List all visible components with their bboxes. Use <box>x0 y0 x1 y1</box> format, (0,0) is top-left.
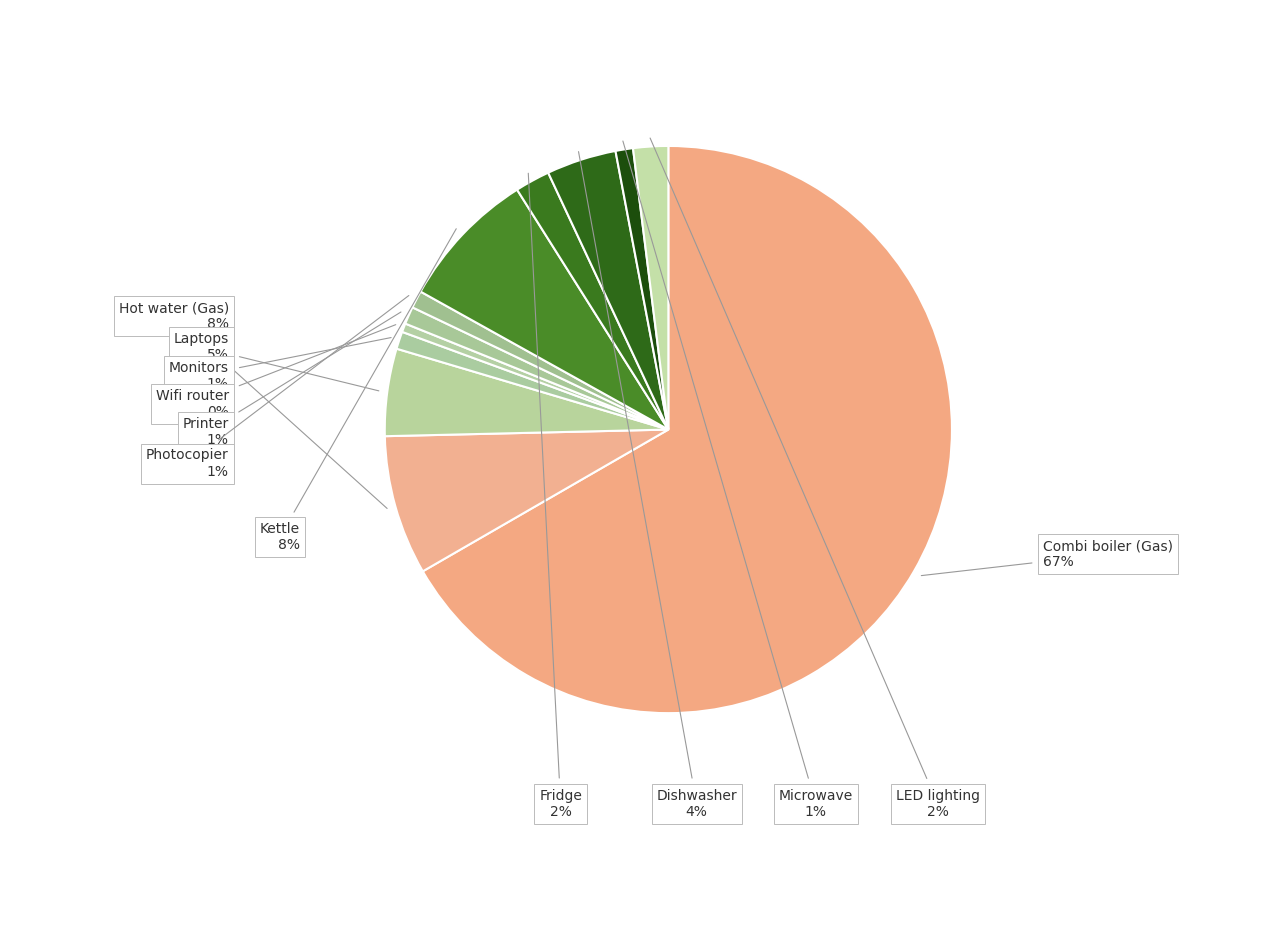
Wedge shape <box>517 173 668 430</box>
Wedge shape <box>548 151 668 430</box>
Wedge shape <box>421 190 668 430</box>
Wedge shape <box>406 307 668 430</box>
Wedge shape <box>385 349 668 436</box>
Wedge shape <box>397 332 668 430</box>
Wedge shape <box>616 148 668 430</box>
Wedge shape <box>634 146 668 430</box>
Text: Wifi router
0%: Wifi router 0% <box>156 325 396 419</box>
Wedge shape <box>385 430 668 571</box>
Text: Printer
1%: Printer 1% <box>183 312 401 447</box>
Text: Fridge
2%: Fridge 2% <box>529 173 582 819</box>
Wedge shape <box>412 292 668 430</box>
Text: Photocopier
1%: Photocopier 1% <box>146 296 408 479</box>
Text: LED lighting
2%: LED lighting 2% <box>650 138 979 819</box>
Text: Hot water (Gas)
8%: Hot water (Gas) 8% <box>119 301 387 509</box>
Text: Kettle
8%: Kettle 8% <box>260 229 456 552</box>
Wedge shape <box>402 324 668 430</box>
Text: Combi boiler (Gas)
67%: Combi boiler (Gas) 67% <box>922 539 1172 576</box>
Text: Microwave
1%: Microwave 1% <box>623 141 852 819</box>
Text: Monitors
1%: Monitors 1% <box>169 338 392 391</box>
Text: Laptops
5%: Laptops 5% <box>174 332 379 391</box>
Wedge shape <box>422 146 952 713</box>
Text: Dishwasher
4%: Dishwasher 4% <box>579 152 737 819</box>
